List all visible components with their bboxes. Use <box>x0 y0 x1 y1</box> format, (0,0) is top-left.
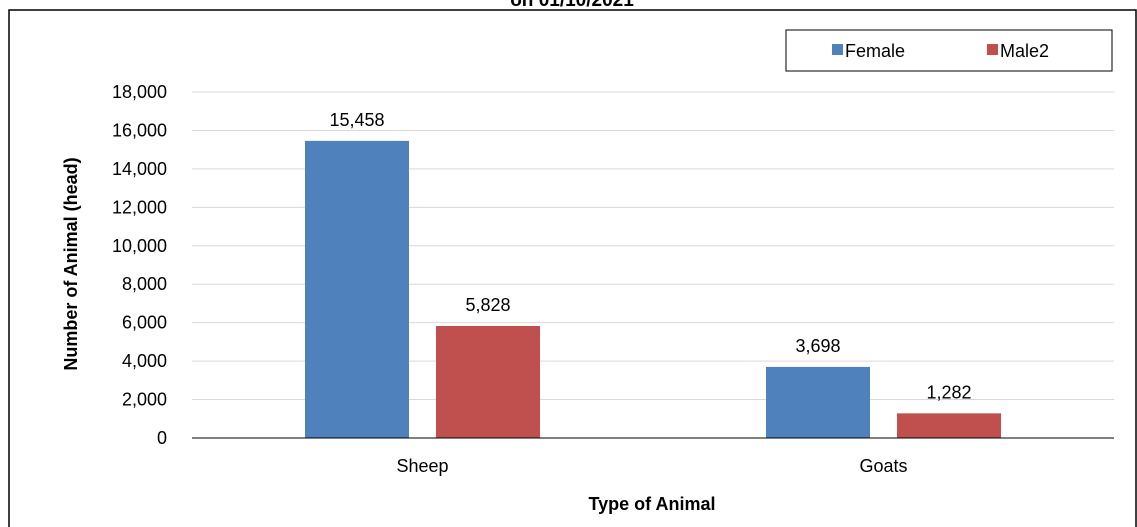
y-tick-label: 0 <box>157 428 167 448</box>
x-axis-ticks: Sheep Goats <box>396 456 907 476</box>
data-label: 5,828 <box>465 295 510 315</box>
legend-label-female: Female <box>845 41 905 61</box>
y-tick-label: 2,000 <box>122 390 167 410</box>
y-tick-label: 10,000 <box>112 236 167 256</box>
data-labels: 15,458 5,828 3,698 1,282 <box>329 110 971 402</box>
y-tick-label: 4,000 <box>122 351 167 371</box>
legend-swatch-male2 <box>987 44 998 55</box>
x-axis-title: Type of Animal <box>588 494 715 514</box>
y-tick-label: 16,000 <box>112 120 167 140</box>
bars <box>305 140 1001 438</box>
y-tick-label: 6,000 <box>122 313 167 333</box>
y-axis-ticks: 0 2,000 4,000 6,000 8,000 10,000 12,000 14,000 1… <box>112 82 167 448</box>
x-tick-label: Sheep <box>396 456 448 476</box>
data-label: 3,698 <box>795 336 840 356</box>
bar-female-goats <box>766 366 870 438</box>
chart-frame <box>8 9 1137 527</box>
x-tick-label: Goats <box>859 456 907 476</box>
y-tick-label: 18,000 <box>112 82 167 102</box>
data-label: 15,458 <box>329 110 384 130</box>
legend: Female Male2 <box>785 29 1113 72</box>
y-tick-label: 8,000 <box>122 274 167 294</box>
legend-swatch-female <box>832 44 843 55</box>
data-label: 1,282 <box>926 382 971 402</box>
bar-male2-sheep <box>436 325 540 438</box>
bar-male2-goats <box>897 413 1001 438</box>
chart-title: on 01/10/2021 <box>510 0 634 11</box>
y-axis-title: Number of Animal (head) <box>61 157 81 370</box>
bar-female-sheep <box>305 140 409 438</box>
y-tick-label: 14,000 <box>112 159 167 179</box>
legend-label-male2: Male2 <box>1000 41 1049 61</box>
y-tick-label: 12,000 <box>112 197 167 217</box>
